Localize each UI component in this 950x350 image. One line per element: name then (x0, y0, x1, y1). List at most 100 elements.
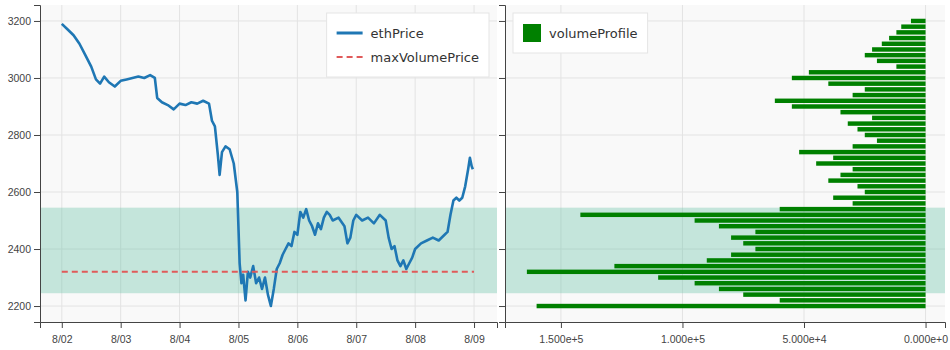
volume-bar (853, 93, 926, 97)
legend-label: ethPrice (371, 26, 424, 41)
tick-mark (297, 322, 298, 328)
y-tick (499, 249, 505, 250)
tick-mark (499, 192, 505, 193)
volume-bar (872, 116, 925, 120)
value-area-band (505, 208, 945, 294)
volume-bar (743, 292, 925, 296)
tick-label: 8/02 (52, 333, 73, 345)
x-tick: 8/02 (52, 322, 73, 345)
y-tick (499, 21, 505, 22)
legend-item: maxVolumePrice (337, 50, 479, 65)
x-tick: 8/03 (111, 322, 132, 345)
x-tick: 8/08 (405, 322, 426, 345)
y-tick (499, 135, 505, 136)
tick-mark (34, 78, 40, 79)
axis-line (41, 323, 498, 329)
plot-background (40, 5, 497, 322)
tick-label: 3200 (8, 15, 32, 27)
volume-bar (889, 36, 925, 40)
axis-line (499, 6, 506, 323)
tick-mark (499, 306, 505, 307)
y-tick: 2600 (8, 186, 40, 198)
y-tick: 2400 (8, 243, 40, 255)
legend-swatch (337, 56, 363, 58)
volume-bar (865, 133, 926, 137)
volume-bar (901, 24, 925, 28)
volume-bar (872, 47, 925, 51)
volume-bar (731, 235, 925, 239)
volume-bar (792, 76, 926, 80)
volume-bar (695, 218, 926, 222)
panel: 8/02 8/03 8/04 8/05 8/06 8/07 8/08 8/09 2200 2400… (8, 5, 498, 345)
tick-label: 1.500e+5 (539, 333, 583, 345)
tick-mark (682, 322, 683, 328)
volume-bar (527, 270, 926, 274)
tick-mark (561, 322, 562, 328)
legend-item: volumeProfile (523, 24, 638, 42)
tick-label: 0.000e+0 (904, 333, 948, 345)
x-axis: 8/02 8/03 8/04 8/05 8/06 8/07 8/08 8/09 (41, 322, 498, 345)
tick-mark (34, 135, 40, 136)
volume-bar (809, 70, 926, 74)
volume-bar (755, 247, 925, 251)
tick-mark (121, 322, 122, 328)
tick-mark (34, 306, 40, 307)
y-tick (499, 192, 505, 193)
legend-box (327, 13, 489, 77)
tick-label: 8/06 (288, 333, 309, 345)
volume-bar (877, 138, 926, 142)
axis-line (34, 6, 41, 323)
legend-label: maxVolumePrice (371, 50, 479, 65)
volume-bar (731, 252, 925, 256)
tick-label: 8/03 (111, 333, 132, 345)
legend: ethPrice maxVolumePrice (327, 13, 489, 77)
x-tick: 1.500e+5 (539, 322, 583, 345)
volume-bar (775, 99, 926, 103)
x-tick: 8/09 (464, 322, 485, 345)
volume-bar (743, 241, 925, 245)
volume-bar (853, 201, 926, 205)
chart-root: 8/02 8/03 8/04 8/05 8/06 8/07 8/08 8/09 2200 2400… (0, 0, 950, 350)
x-tick: 8/07 (347, 322, 368, 345)
grid-line (40, 77, 497, 78)
grid (505, 5, 945, 322)
volume-bar (658, 275, 925, 279)
tick-label: 8/04 (170, 333, 191, 345)
volume-bar (816, 161, 925, 165)
volume-bar (877, 59, 926, 63)
tick-mark (499, 21, 505, 22)
volume-bar (853, 144, 926, 148)
tick-mark (415, 322, 416, 328)
grid-line (40, 192, 497, 193)
tick-mark (34, 192, 40, 193)
tick-mark (180, 322, 181, 328)
volume-bar (755, 230, 925, 234)
legend-swatch (523, 24, 541, 42)
tick-label: 8/05 (229, 333, 250, 345)
grid-line (40, 306, 497, 307)
volume-bar (865, 190, 926, 194)
tick-label: 8/08 (405, 333, 426, 345)
grid-line (40, 134, 497, 135)
volume-bar (799, 150, 925, 154)
volume-bar (865, 87, 926, 91)
panel: 1.500e+51.000e+55.000e+40.000e+0volumePr… (499, 5, 948, 345)
tick-label: 2200 (8, 300, 32, 312)
tick-mark (804, 322, 805, 328)
volume-bar (911, 19, 926, 23)
volume-bar (580, 213, 925, 217)
legend-label: volumeProfile (549, 26, 638, 41)
tick-mark (499, 249, 505, 250)
x-tick: 5.000e+4 (782, 322, 826, 345)
volume-bar (792, 104, 926, 108)
tick-mark (499, 78, 505, 79)
volume-bar (828, 81, 925, 85)
tick-label: 2400 (8, 243, 32, 255)
tick-mark (474, 322, 475, 328)
volume-bar (857, 127, 925, 131)
tick-mark (499, 135, 505, 136)
plot-area (505, 19, 945, 309)
volume-bar (695, 281, 926, 285)
y-tick: 3200 (8, 15, 40, 27)
volume-bar (882, 42, 926, 46)
